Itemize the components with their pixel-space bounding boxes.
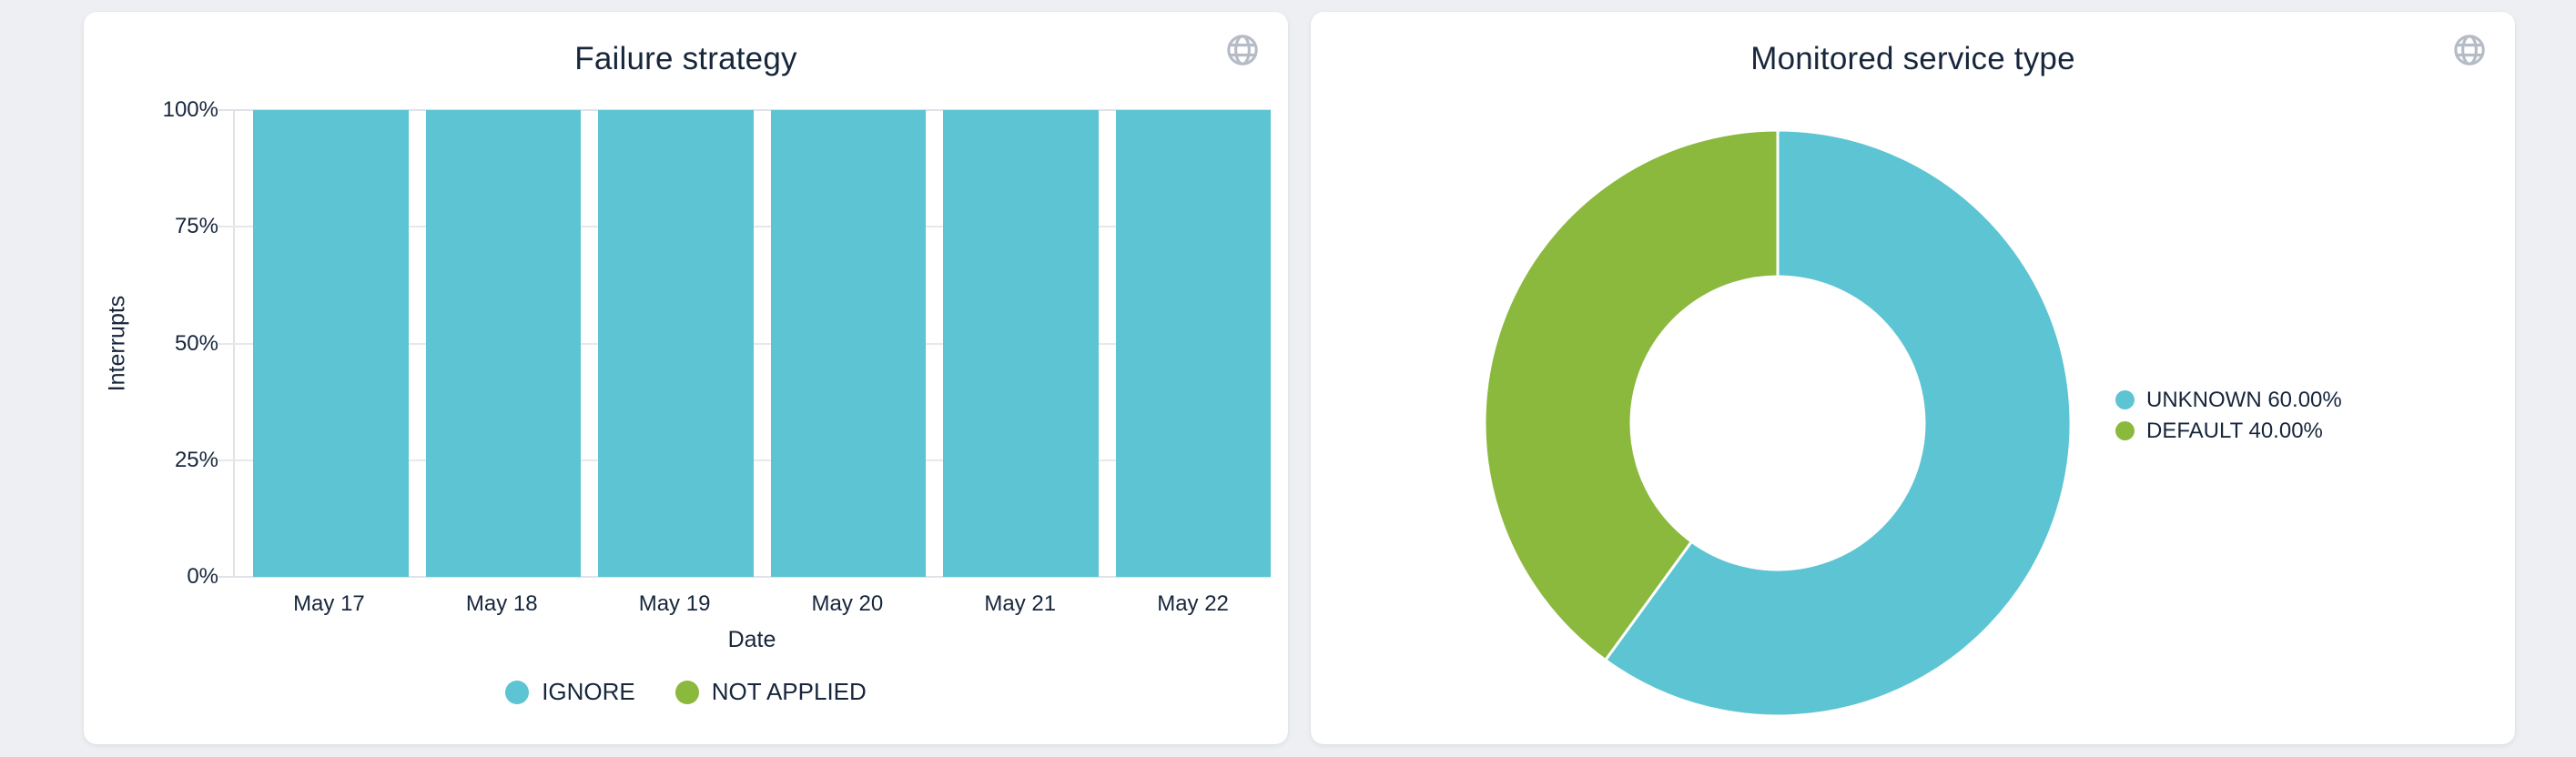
x-tick-label: May 22 <box>1157 591 1229 616</box>
bar-plot-area <box>220 109 1271 578</box>
x-tick-label: May 17 <box>293 591 365 616</box>
legend-label: UNKNOWN 60.00% <box>2146 387 2342 412</box>
bar-may-18[interactable] <box>425 110 581 577</box>
x-tick-label: May 21 <box>984 591 1057 616</box>
donut-chart <box>1483 128 2073 718</box>
x-axis-tick-labels: May 17 May 18 May 19 May 20 May 21 May 22 <box>233 591 1271 617</box>
card-title: Failure strategy <box>574 41 797 76</box>
globe-icon[interactable] <box>2451 32 2488 68</box>
bar-may-22[interactable] <box>1115 110 1271 577</box>
bar-segment-ignore <box>425 110 581 577</box>
bar-segment-ignore <box>253 110 409 577</box>
card-title: Monitored service type <box>1750 41 2075 76</box>
x-axis-title: Date <box>727 627 776 652</box>
failure-strategy-card: Failure strategy Interrupts 100% 75% 50% 25… <box>84 12 1288 744</box>
bar-series <box>235 110 1271 577</box>
y-tick-label: 25% <box>174 447 218 472</box>
legend-dot <box>2115 390 2135 409</box>
bar-may-17[interactable] <box>253 110 409 577</box>
donut-slice-unknown[interactable] <box>1603 128 2073 718</box>
legend-label: DEFAULT 40.00% <box>2146 418 2323 443</box>
y-tick-label: 75% <box>174 214 218 239</box>
gridline <box>220 576 1271 578</box>
donut-chart-legend: UNKNOWN 60.00% DEFAULT 40.00% <box>2115 385 2342 446</box>
y-tick-label: 100% <box>162 97 218 122</box>
bar-segment-ignore <box>770 110 926 577</box>
bar-segment-ignore <box>598 110 754 577</box>
legend-dot <box>505 680 530 704</box>
monitored-service-type-card: Monitored service type UNKNOWN 60.00% DEF… <box>1311 12 2515 744</box>
legend-label: IGNORE <box>542 678 635 705</box>
legend-dot <box>674 680 699 704</box>
x-tick-label: May 18 <box>465 591 538 616</box>
bar-chart-legend: IGNORE NOT APPLIED <box>84 678 1288 706</box>
bar-may-20[interactable] <box>770 110 926 577</box>
legend-dot <box>2115 421 2135 440</box>
legend-label: NOT APPLIED <box>711 678 867 705</box>
bar-may-21[interactable] <box>943 110 1099 577</box>
x-tick-label: May 20 <box>811 591 884 616</box>
donut-slice-default[interactable] <box>1483 128 1780 662</box>
y-tick-label: 0% <box>187 564 218 589</box>
globe-icon[interactable] <box>1224 32 1261 68</box>
globe-icon-glyph <box>1227 35 1258 66</box>
legend-item-not-applied[interactable]: NOT APPLIED <box>674 678 867 706</box>
bar-segment-ignore <box>943 110 1099 577</box>
legend-item-default-40-00[interactable]: DEFAULT 40.00% <box>2115 416 2342 446</box>
x-tick-label: May 19 <box>638 591 711 616</box>
y-tick-label: 50% <box>174 330 218 356</box>
y-axis-tick-labels: 100% 75% 50% 25% 0% <box>84 97 218 589</box>
globe-icon-glyph <box>2454 35 2485 66</box>
legend-item-ignore[interactable]: IGNORE <box>505 678 635 706</box>
bar-may-19[interactable] <box>598 110 754 577</box>
bar-segment-ignore <box>1115 110 1271 577</box>
legend-item-unknown-60-00[interactable]: UNKNOWN 60.00% <box>2115 385 2342 415</box>
